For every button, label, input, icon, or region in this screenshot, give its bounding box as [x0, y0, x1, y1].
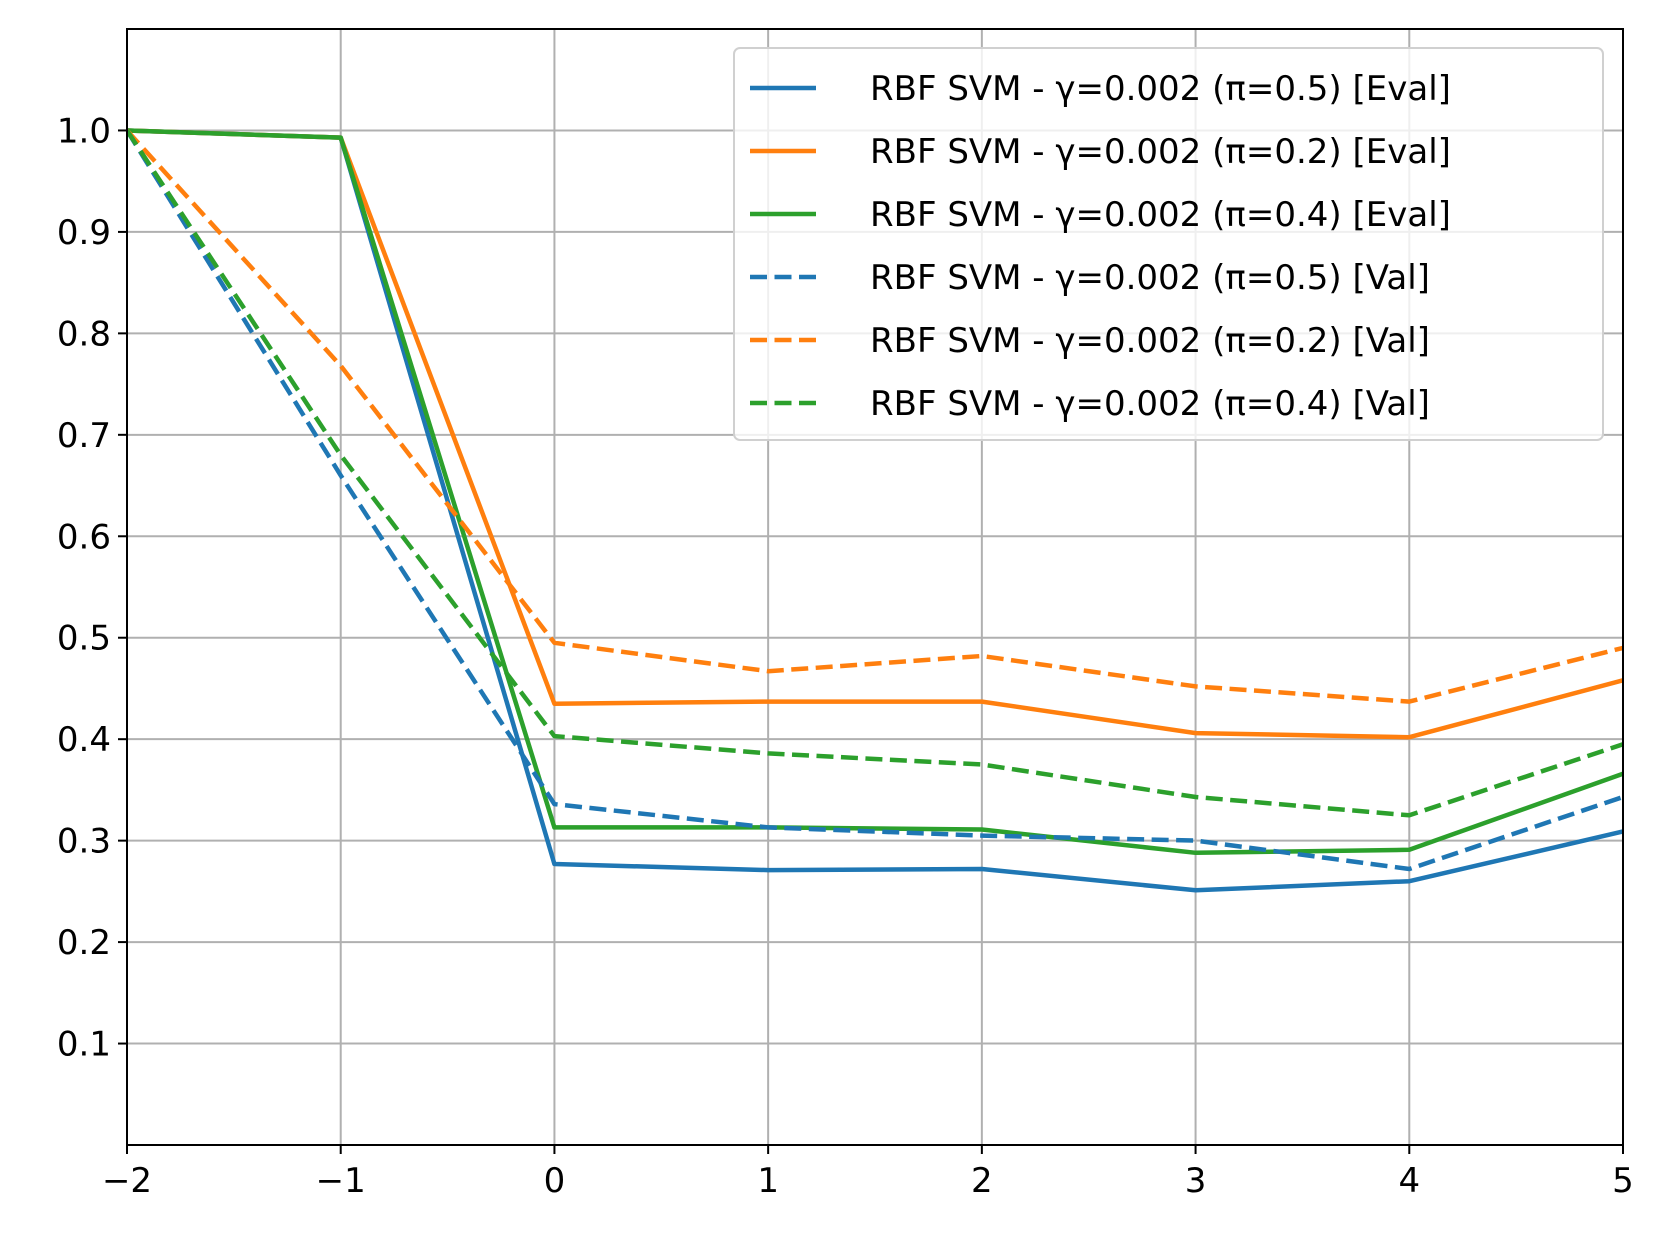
series-line-3: [127, 128, 1623, 856]
legend-label-3: RBF SVM - γ=0.002 (π=0.4) [Eval]: [870, 195, 1451, 235]
series-layer: [127, 128, 1623, 893]
y-tick-label: 0.9: [57, 213, 111, 253]
y-tick-label: 0.3: [57, 822, 111, 862]
series-line-5: [127, 128, 1623, 704]
x-tick-label: 1: [757, 1161, 779, 1201]
x-tick-label: 5: [1612, 1161, 1634, 1201]
legend-label-5: RBF SVM - γ=0.002 (π=0.2) [Val]: [870, 321, 1430, 361]
plot-frame: [126, 28, 1624, 1146]
y-tick-label: 0.1: [57, 1025, 111, 1065]
x-tick-label: 0: [544, 1161, 566, 1201]
y-tick-label: 0.7: [57, 416, 111, 456]
x-tick-label: −1: [316, 1161, 366, 1201]
y-tick-label: 0.8: [57, 314, 111, 354]
x-tick-label: 3: [1185, 1161, 1207, 1201]
legend: RBF SVM - γ=0.002 (π=0.5) [Eval] RBF SVM …: [733, 47, 1604, 441]
legend-box: [733, 47, 1604, 441]
legend-label-1: RBF SVM - γ=0.002 (π=0.5) [Eval]: [870, 69, 1451, 109]
legend-label-6: RBF SVM - γ=0.002 (π=0.4) [Val]: [870, 384, 1430, 424]
y-tick-label: 0.5: [57, 619, 111, 659]
y-tick-label: 0.2: [57, 923, 111, 963]
series-line-4: [127, 129, 1623, 872]
y-tick-label: 0.4: [57, 720, 111, 760]
legend-label-4: RBF SVM - γ=0.002 (π=0.5) [Val]: [870, 258, 1430, 298]
y-tick-label: 0.6: [57, 517, 111, 557]
x-tick-label: −2: [102, 1161, 152, 1201]
series-line-6: [127, 129, 1623, 818]
axes: −2 −1 0 1 2 3 4 5 0.1 0.2 0.3 0.4 0.5 0.6 0.7 0.8 0.9 1.0: [57, 111, 1634, 1201]
x-tick-label: 2: [971, 1161, 993, 1201]
x-tick-label: 4: [1398, 1161, 1420, 1201]
legend-label-2: RBF SVM - γ=0.002 (π=0.2) [Eval]: [870, 132, 1451, 172]
y-tick-label: 1.0: [57, 111, 111, 151]
series-line-2: [127, 128, 1623, 740]
